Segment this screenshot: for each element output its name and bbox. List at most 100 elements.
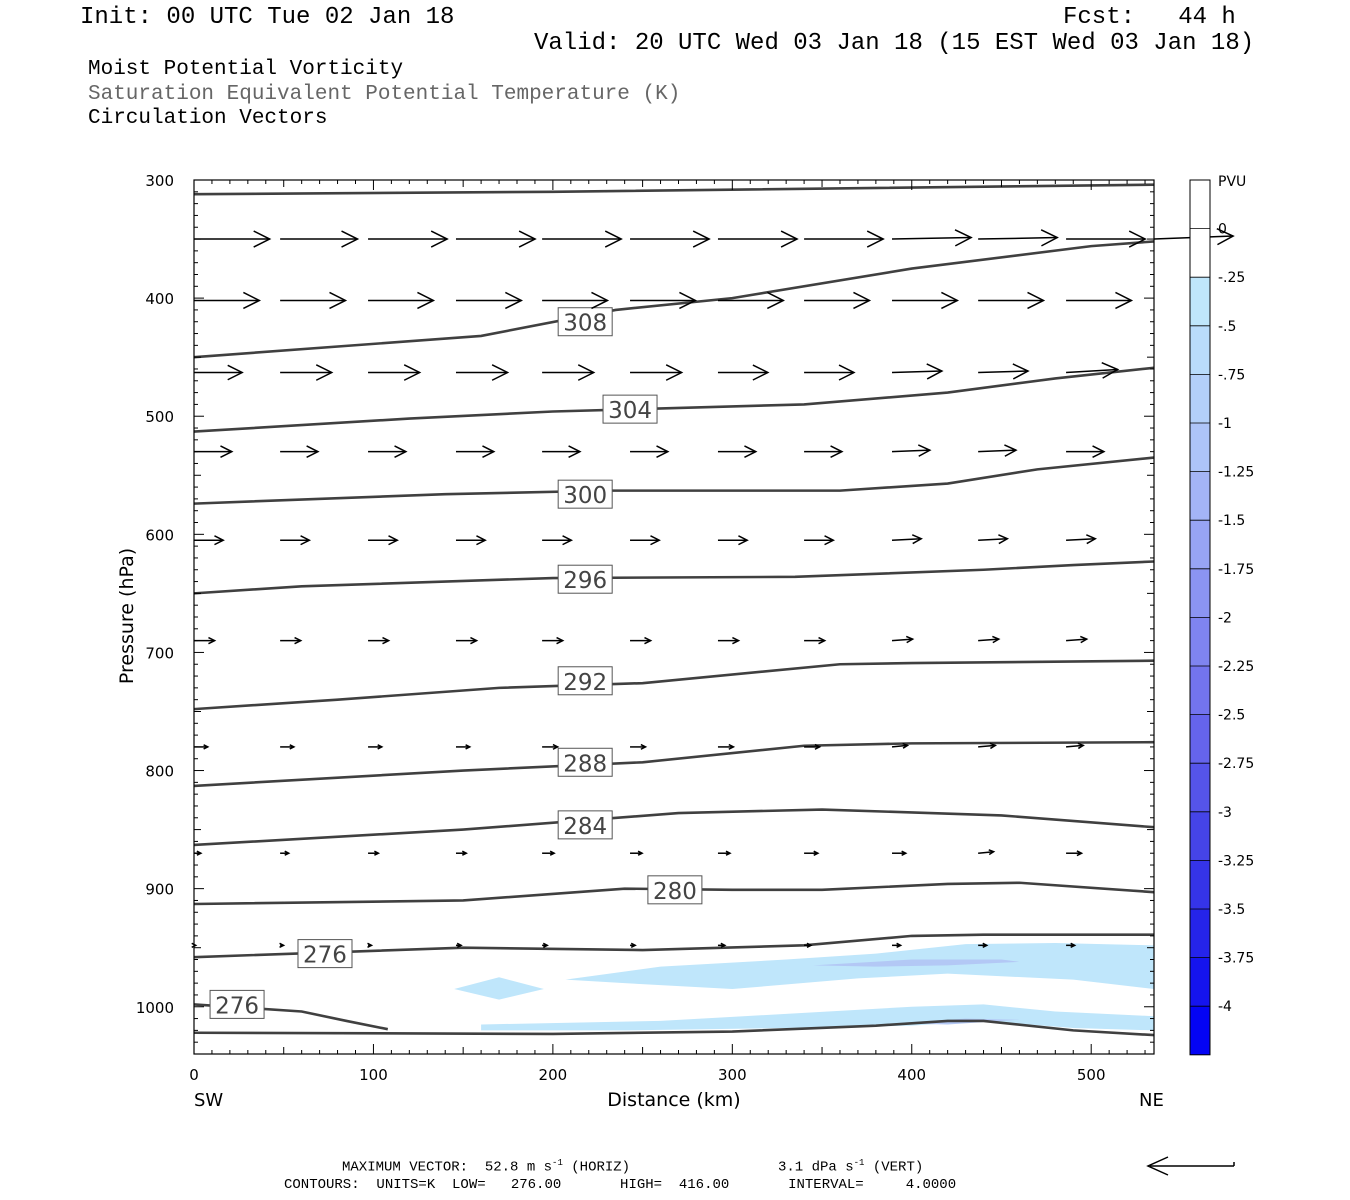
contour-label-box-3 xyxy=(557,479,613,509)
circulation-vector xyxy=(892,229,973,247)
circulation-vector xyxy=(280,636,303,645)
circulation-vector xyxy=(630,535,661,546)
circulation-vector xyxy=(280,364,334,381)
colorbar-swatch xyxy=(1190,860,1210,909)
contour-label-6: 288 xyxy=(563,751,607,777)
colorbar-label: -2 xyxy=(1218,610,1232,626)
circulation-vector xyxy=(804,291,872,310)
circulation-vector xyxy=(978,444,1018,457)
circulation-vector xyxy=(455,636,479,645)
circulation-vector xyxy=(1066,230,1147,248)
pv-shade-region-2 xyxy=(481,1004,1155,1031)
circulation-vector xyxy=(804,445,844,458)
circulation-vector xyxy=(1066,850,1084,857)
circulation-vector xyxy=(542,230,623,248)
contour-label-10: 276 xyxy=(215,993,259,1019)
circulation-vector xyxy=(978,742,998,750)
circulation-vector xyxy=(280,291,348,310)
circulation-vector xyxy=(280,445,320,458)
y-tick-label: 700 xyxy=(145,644,174,662)
contour-label-box-4 xyxy=(557,564,613,594)
contour-label-box-10 xyxy=(209,989,265,1019)
x-tick-label: 0 xyxy=(189,1066,199,1084)
contour-label-1: 308 xyxy=(563,311,607,337)
plot-frame xyxy=(193,179,1155,1055)
circulation-vector xyxy=(542,364,596,381)
colorbar-swatch xyxy=(1190,811,1210,861)
circulation-vector xyxy=(978,363,1030,380)
forecast-hour: Fcst: 44 h xyxy=(1063,4,1236,31)
colorbar-swatch xyxy=(1190,617,1210,666)
circulation-vector xyxy=(542,291,610,310)
circulation-vector xyxy=(455,291,524,310)
colorbar-swatch xyxy=(1190,714,1210,764)
circulation-vector xyxy=(194,291,262,310)
y-tick-label: 600 xyxy=(145,526,174,544)
circulation-vector xyxy=(978,291,1046,310)
circulation-vector xyxy=(1066,361,1120,379)
pv-shade-region-3 xyxy=(813,959,1020,967)
circulation-vector xyxy=(455,850,468,856)
circulation-vector xyxy=(892,291,960,310)
circulation-vector xyxy=(717,230,799,248)
circulation-vector xyxy=(891,444,932,457)
y-tick-label: 800 xyxy=(145,763,174,781)
circulation-vectors xyxy=(191,227,1235,949)
contour-label-8: 280 xyxy=(653,879,697,905)
colorbar-label: -1.25 xyxy=(1218,465,1254,481)
circulation-vector xyxy=(978,942,989,949)
contour-label-box-9 xyxy=(297,939,353,969)
circulation-vector xyxy=(368,850,381,856)
contour-label-9: 276 xyxy=(303,943,347,969)
y-tick-label: 1000 xyxy=(136,999,174,1017)
circulation-vector xyxy=(542,445,582,458)
colorbar-unit: PVU xyxy=(1218,174,1246,190)
circulation-vector xyxy=(1066,534,1097,545)
colorbar-swatch xyxy=(1190,325,1210,375)
pv-colorbar: 0 -.25 -.5 -.75 -1 -1.25 -1.5 -1.75 -2 -2.25 -2.5 -… xyxy=(1189,179,1254,1056)
circulation-vector xyxy=(542,850,556,856)
colorbar-label: -4 xyxy=(1218,999,1232,1015)
footer-max-vector: MAXIMUM VECTOR: 52.8 m s-1 (HORIZ) xyxy=(342,1158,631,1176)
circulation-vector xyxy=(1066,635,1089,644)
colorbar-swatch xyxy=(1190,520,1210,569)
colorbar-swatch xyxy=(1190,568,1210,618)
circulation-vector xyxy=(978,849,996,856)
colorbar-label: -.5 xyxy=(1218,319,1236,335)
circulation-vector xyxy=(717,743,736,750)
circulation-vector xyxy=(279,942,286,949)
x-tick-label: 400 xyxy=(897,1066,926,1084)
contour-label-box-6 xyxy=(557,747,613,777)
x-end-label-ne: NE xyxy=(1139,1090,1164,1111)
colorbar-label: -2.75 xyxy=(1218,756,1254,772)
colorbar-swatch xyxy=(1190,277,1210,326)
circulation-vector xyxy=(367,942,374,949)
circulation-vector xyxy=(455,230,537,248)
colorbar-label: -1.75 xyxy=(1218,562,1254,578)
contour-line-7 xyxy=(193,808,1155,847)
contour-label-box-5 xyxy=(557,666,613,696)
colorbar-swatch xyxy=(1190,909,1210,958)
circulation-vector xyxy=(455,364,510,381)
colorbar-label: -1 xyxy=(1218,416,1232,432)
circulation-vector xyxy=(891,363,944,380)
circulation-vector xyxy=(717,535,749,546)
circulation-vector xyxy=(280,535,312,546)
reference-vector-arrow xyxy=(1146,1156,1235,1176)
circulation-vector xyxy=(978,229,1059,247)
circulation-vector xyxy=(368,291,436,310)
colorbar-swatch xyxy=(1190,1006,1210,1055)
circulation-vector xyxy=(1066,742,1085,750)
circulation-vector xyxy=(280,744,296,750)
contour-line-3 xyxy=(193,456,1155,505)
circulation-vector xyxy=(630,445,670,458)
contour-label-4: 296 xyxy=(563,568,607,594)
circulation-vector xyxy=(717,942,727,949)
circulation-vector xyxy=(891,742,910,749)
colorbar-swatch xyxy=(1190,957,1210,1007)
circulation-vector xyxy=(542,535,574,546)
circulation-vector xyxy=(280,850,291,856)
contour-line-8 xyxy=(193,881,1155,906)
init-time: Init: 00 UTC Tue 02 Jan 18 xyxy=(80,4,455,31)
contour-line-0 xyxy=(193,183,1155,196)
